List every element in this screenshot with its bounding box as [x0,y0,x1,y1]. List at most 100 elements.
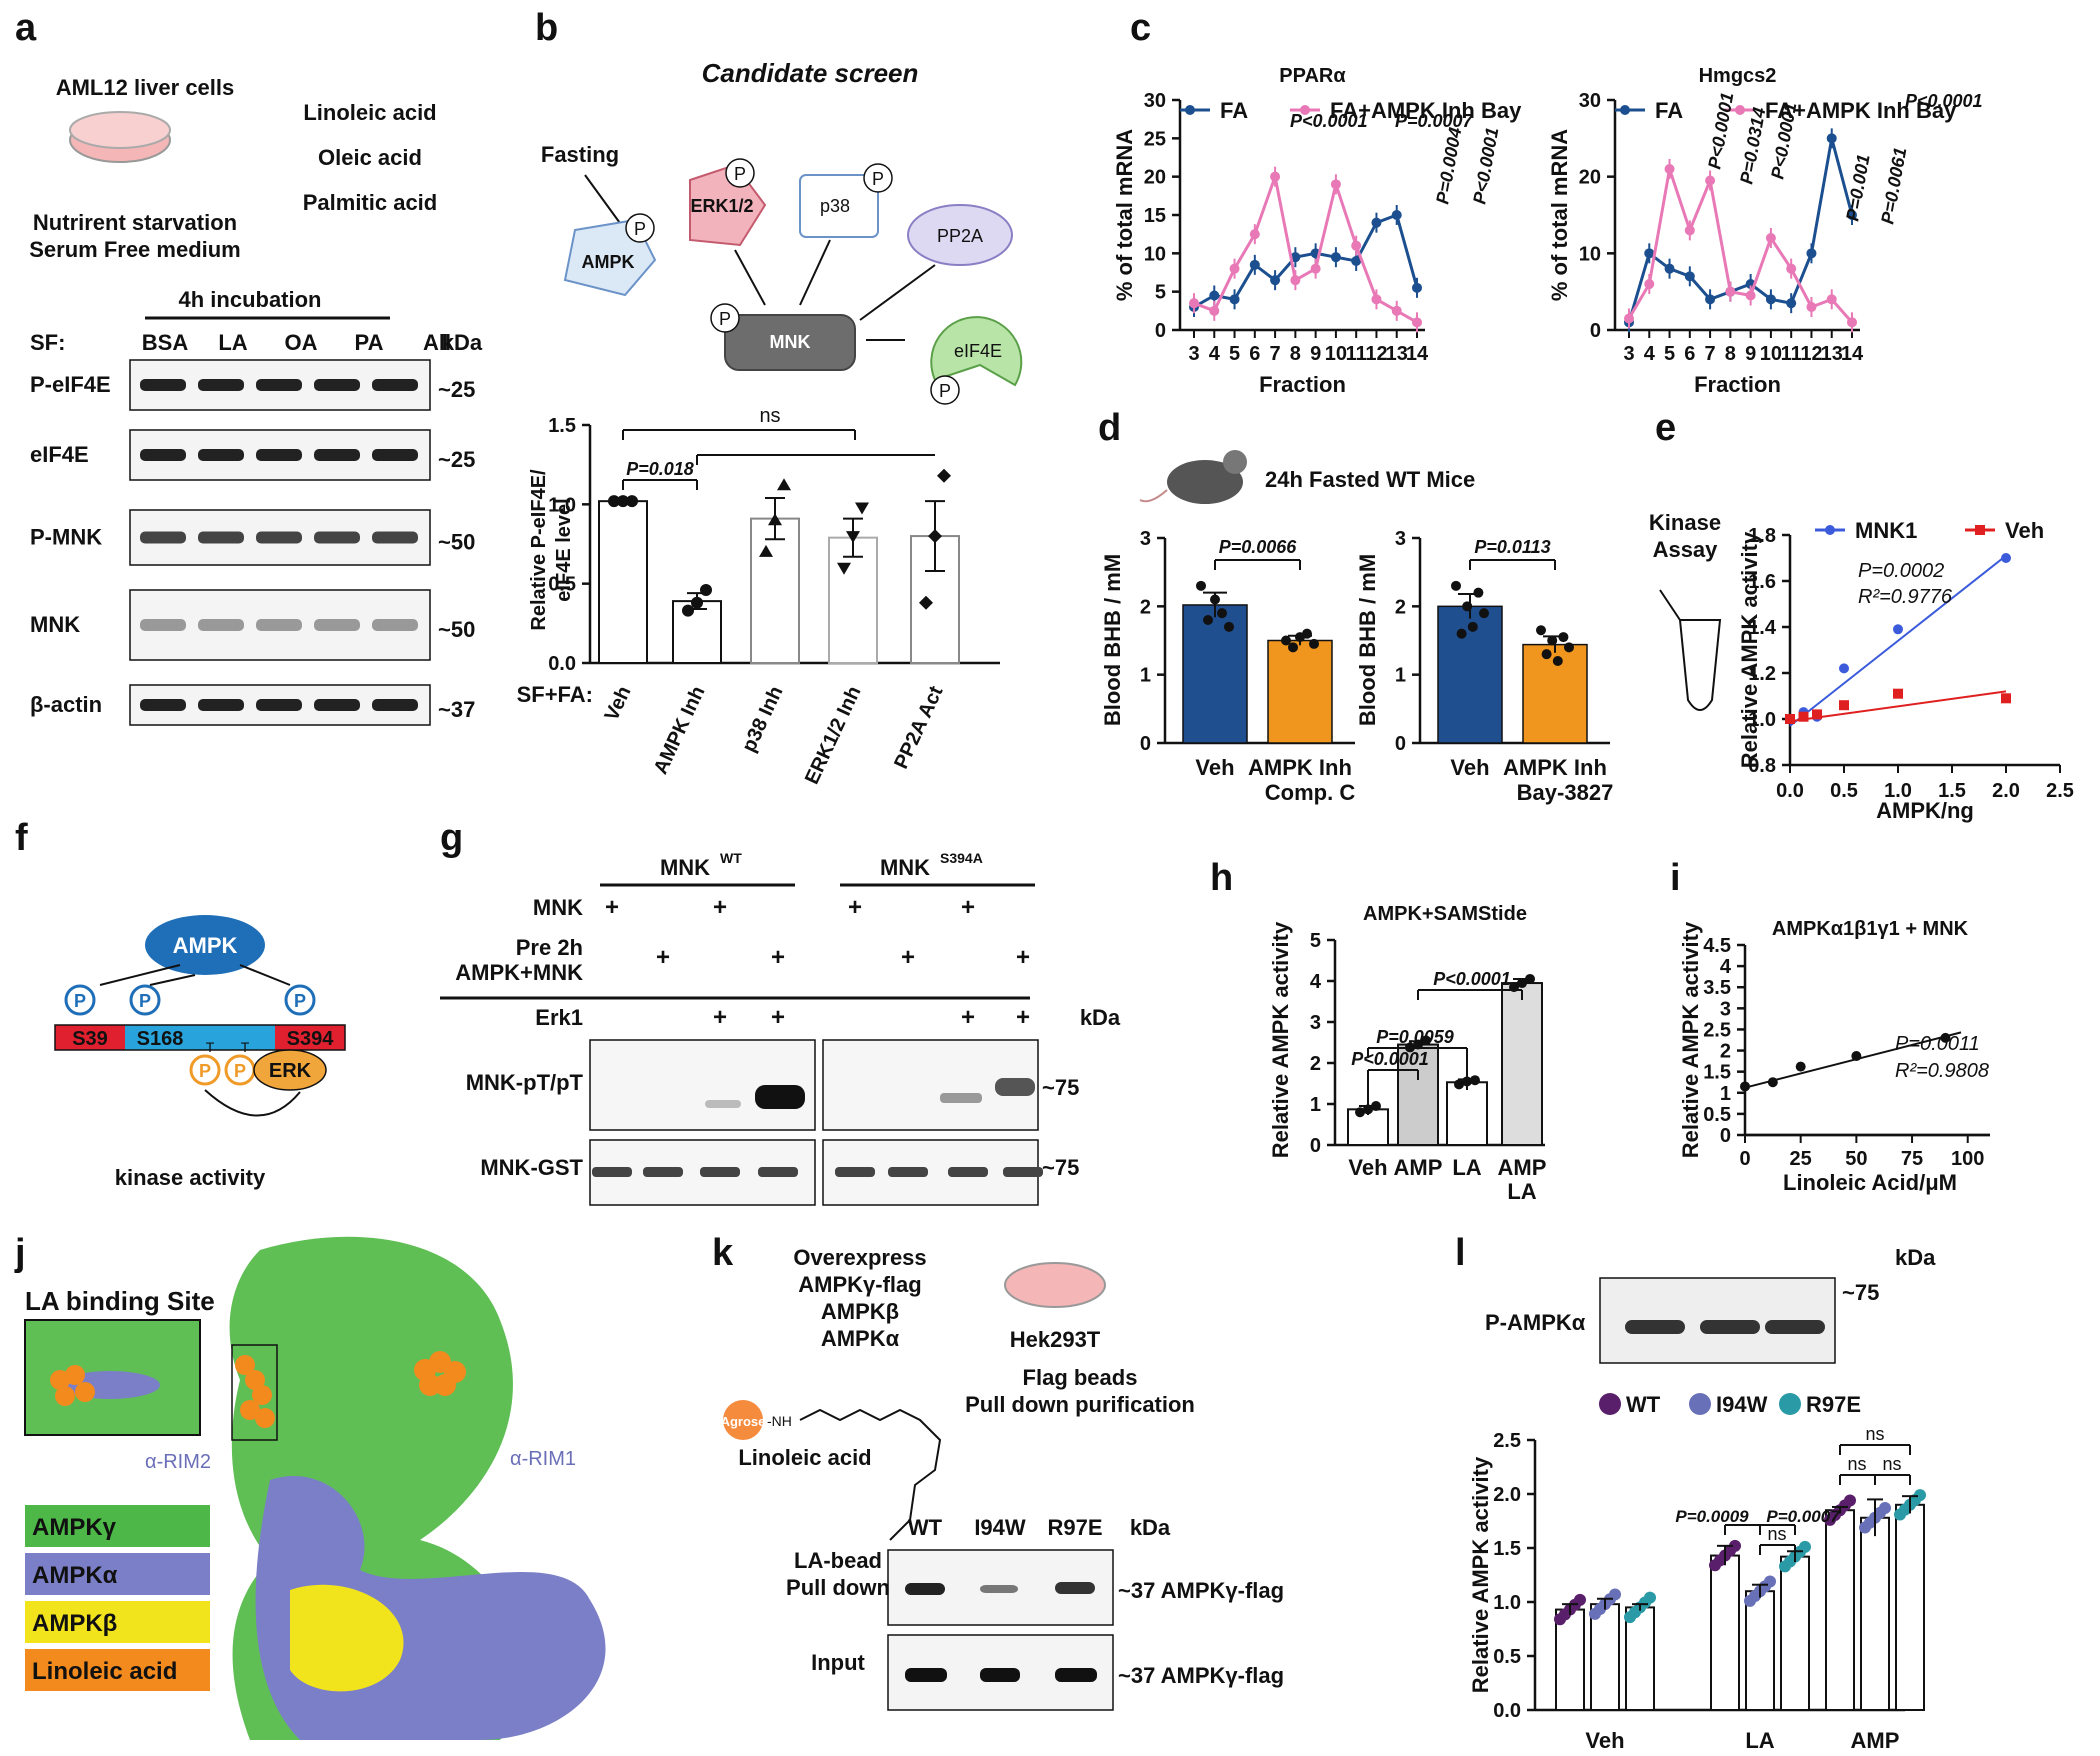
y-tick-label: 1.0 [1748,709,1776,731]
data-point [1517,978,1527,989]
arrow [799,239,831,306]
lane-label: OA [285,330,318,355]
zoom-box [231,1344,278,1441]
x-tick-label: AMPK Inh [1503,755,1607,780]
blot-band [198,379,244,391]
data-point [1552,656,1563,666]
y-tick-label: 1 [1140,665,1151,687]
bar [1347,1108,1389,1146]
node-label: AMPK [582,252,635,272]
x-tick-label: 75 [1901,1148,1923,1170]
data-point [1879,1502,1891,1515]
kinase-label: kinase activity [115,1165,266,1190]
blot-band [1625,1320,1685,1334]
tube-icon [1678,619,1722,711]
blot-band [940,1093,982,1103]
legend-marker [1599,1393,1621,1415]
x-tick-label: 8 [1290,343,1301,365]
data-point [1740,1081,1750,1092]
node-label: PP2A [937,226,983,246]
blot-band [592,1167,632,1177]
x-sub-label: Bay-3827 [1517,780,1614,805]
legend-label: AMPKγ [32,1514,117,1541]
plus-sign: + [961,1004,975,1031]
bar [1182,604,1248,744]
x-tick-label: Veh [1195,755,1234,780]
nh-label: -NH [767,1413,792,1429]
ns-label: ns [759,405,780,427]
blot-label: β-actin [30,692,102,717]
x-tick-label: LA [1745,1728,1774,1753]
p-label: P [139,991,151,1011]
fit-line [1789,554,2007,727]
plus-sign: + [901,944,915,971]
p-label: P [294,991,306,1011]
panel-letter: a [15,7,37,49]
data-point [759,544,773,557]
y-tick-label: 1.4 [1748,617,1777,639]
y-tick-label: 3.5 [1703,977,1731,999]
mw-label: ~37 [438,697,475,722]
fit-line [1789,690,2007,723]
legend-swatch [25,1649,210,1691]
lane-label: R97E [1047,1515,1102,1540]
y-tick-label: 2.5 [1703,1019,1731,1041]
data-point [1729,1539,1741,1552]
p-value: P=0.0066 [1219,537,1298,557]
blot-band [256,619,302,631]
panel-letter: f [15,817,28,859]
bar [1625,1606,1655,1712]
panel-letter: d [1098,407,1121,449]
y-axis-label: eIF4E level [553,498,575,601]
data-point [617,495,629,508]
blot-band [995,1078,1035,1096]
y-tick-label: 3 [1310,1012,1321,1034]
p-badge [710,303,740,333]
plus-sign: + [713,1004,727,1031]
ampk-oval [145,915,265,975]
p-value: P=0.0113 [1474,537,1550,557]
mouse-tail [1139,489,1168,503]
node-label: eIF4E [954,341,1002,361]
blot-band [643,1167,683,1177]
data-point [1893,688,1903,699]
mnk-bar-outline [54,1024,346,1051]
blot-band [700,1167,740,1177]
p-value: P=0.0007 [1395,111,1474,131]
data-point [608,495,620,508]
data-point [1541,649,1552,660]
mw-label: ~50 [438,530,475,555]
blot-band [705,1100,741,1108]
node-label: p38 [820,196,850,216]
panel-letter: e [1655,407,1676,449]
blot-band [140,379,186,391]
bar [672,600,722,664]
ampk-label: AMPK [173,933,238,958]
p-badge [863,163,893,193]
panel-letter: c [1130,7,1151,49]
mw-label: ~25 [438,447,475,472]
data-point [1644,1591,1656,1604]
panel-letter: g [440,817,463,859]
legend-label: FA+AMPK Inh Bay [1330,98,1522,123]
y-tick-label: 1 [1720,1083,1731,1105]
y-tick-label: 0 [1310,1135,1321,1157]
data-point [1473,587,1484,598]
panel-i-chart: 00.511.522.533.544.50 25 50 75 100AMPKα1β1γ1… [1678,918,1990,1195]
data-point [1785,714,1795,724]
y-tick-label: 25 [1144,128,1166,150]
legend-label: R97E [1806,1392,1861,1417]
y-tick-label: 0.5 [548,574,576,596]
x-tick-label: 100 [1951,1148,1984,1170]
x-tick-label: Veh [1348,1155,1387,1180]
blot-label: MNK-GST [480,1155,583,1180]
y-tick-label: 1.0 [548,494,576,516]
x-axis-label: AMPK/ng [1876,798,1974,823]
panel-title: Candidate screen [702,58,919,88]
t-label: T [241,1039,250,1055]
x-tick-label: 2.5 [2046,780,2074,802]
x-tick-label: 6 [1684,343,1695,365]
mw-label: ~37 AMPKγ-flag [1118,1663,1284,1688]
data-point [1893,624,1903,635]
